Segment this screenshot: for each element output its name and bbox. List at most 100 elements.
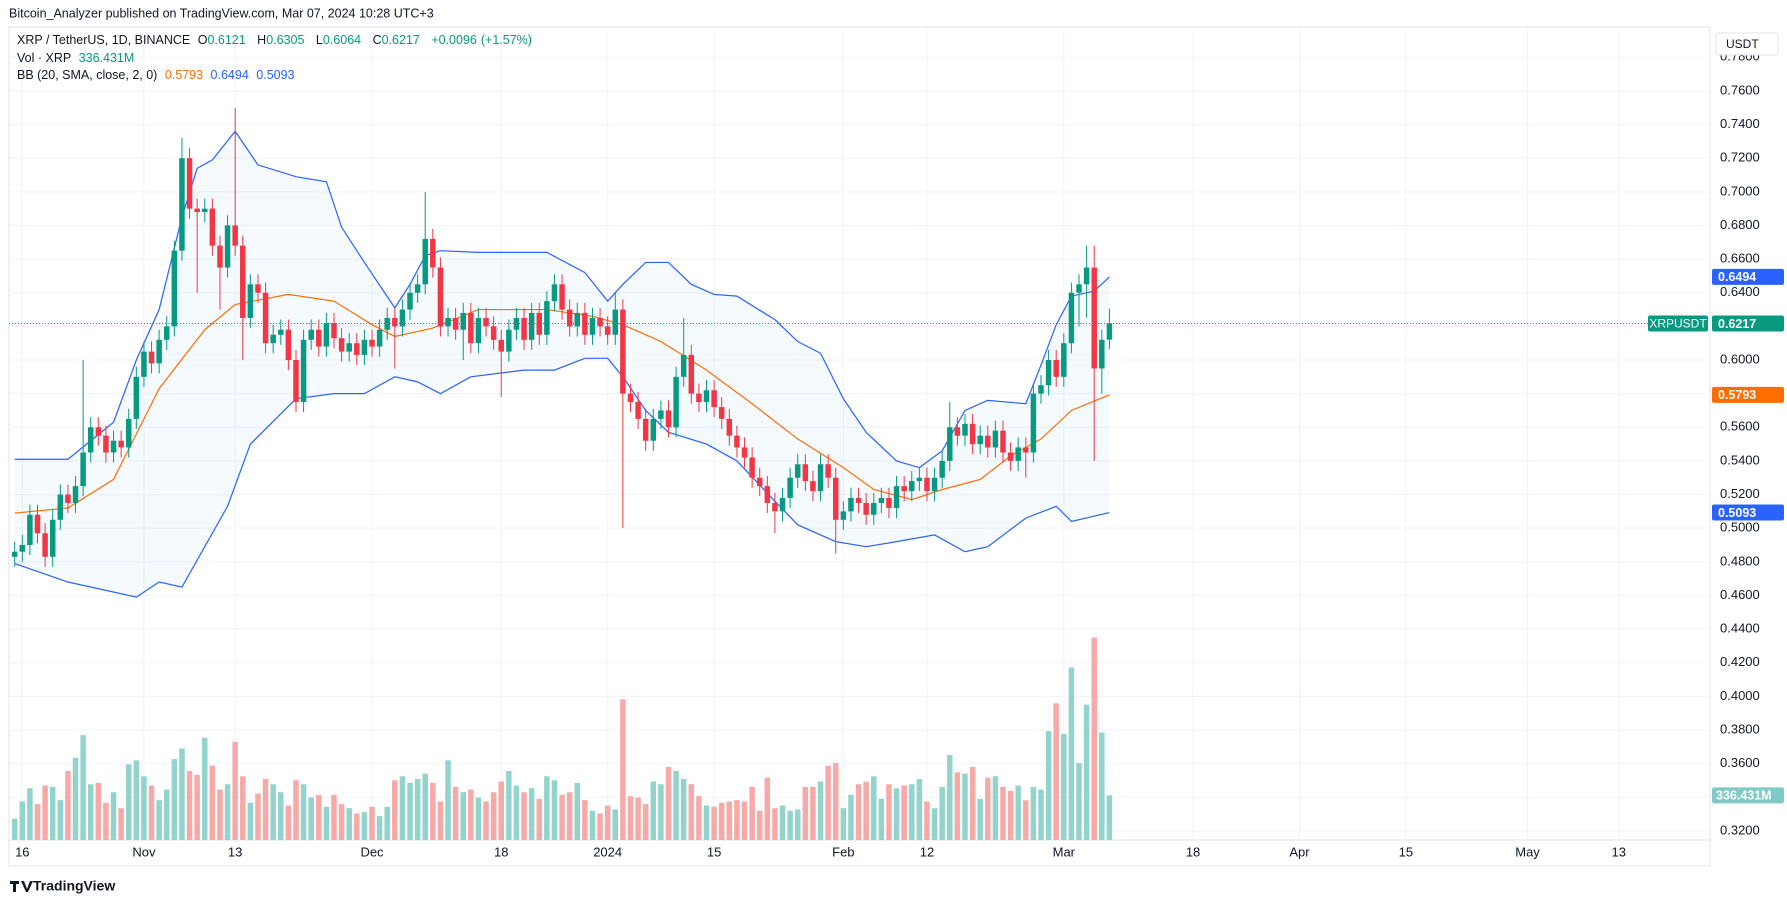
volume-bar: [1053, 703, 1059, 840]
candle-body: [171, 250, 178, 327]
candle-body: [49, 519, 56, 557]
candle-body: [323, 323, 330, 347]
candle-body: [202, 208, 208, 213]
candle-body: [794, 464, 801, 478]
y-tick-label: 0.4600: [1720, 587, 1760, 602]
volume-bar: [57, 800, 64, 840]
volume-bar: [262, 778, 269, 840]
bb-basis-tag-bg: [1712, 386, 1784, 403]
volume-bar: [255, 793, 261, 840]
x-tick-label: 15: [707, 844, 721, 859]
volume-bar: [338, 804, 345, 840]
candle-body: [772, 502, 778, 512]
volume-bar: [962, 773, 968, 840]
x-tick-label: 15: [1399, 844, 1413, 859]
candle-body: [521, 317, 527, 340]
volume-value: 336.431M: [78, 51, 135, 65]
volume-bar: [703, 805, 710, 840]
candle-body: [133, 376, 140, 419]
volume-bar: [513, 785, 520, 840]
candle-body: [194, 208, 200, 213]
candle-body: [612, 309, 619, 335]
y-tick-label: 0.5600: [1720, 419, 1760, 434]
volume-tag: 336.431M: [1716, 789, 1772, 803]
volume-bar: [407, 782, 413, 840]
last-price-tag: 0.6217: [1718, 317, 1756, 331]
volume-bar: [893, 788, 900, 840]
currency-box: [1715, 32, 1779, 56]
volume-bar: [1076, 763, 1082, 840]
volume-bar: [87, 784, 94, 840]
value: 0.6217: [381, 33, 420, 47]
volume-bar: [901, 785, 907, 840]
volume-bar: [1030, 786, 1037, 840]
candle-body: [680, 354, 687, 377]
prefix: H: [257, 33, 267, 47]
y-tick-label: 0.3600: [1720, 755, 1760, 770]
volume-bar: [863, 781, 869, 840]
candle-body: [840, 511, 847, 520]
volume-bar: [103, 802, 109, 840]
volume-bar: [749, 786, 755, 840]
candle-body: [924, 477, 930, 492]
candle-body: [156, 339, 162, 364]
candle-body: [148, 351, 155, 364]
candle-body: [72, 486, 79, 503]
volume-bar: [194, 774, 200, 840]
x-tick-label: Nov: [132, 844, 156, 859]
candle-body: [399, 309, 406, 327]
candle-body: [338, 338, 345, 352]
volume-bar: [521, 792, 527, 840]
candle-body: [802, 464, 809, 482]
volume-bar: [1068, 667, 1075, 840]
volume-bar: [734, 800, 740, 840]
volume-bar: [49, 786, 56, 840]
volume-bar: [612, 809, 619, 840]
volume-bar: [346, 808, 352, 840]
candle-body: [255, 284, 261, 293]
ohlc-open: O0.6121: [198, 33, 250, 47]
candle-body: [992, 430, 999, 448]
candle-body: [331, 323, 337, 339]
volume-bar: [794, 809, 801, 840]
ohlc-high: H0.6305: [257, 33, 308, 47]
ticker-tag: XRPUSDT: [1649, 317, 1707, 331]
candle-body: [57, 494, 64, 520]
candle-body: [536, 312, 542, 335]
symbol: XRP / TetherUS, 1D, BINANCE: [17, 33, 191, 47]
candle-body: [863, 502, 869, 515]
bb-basis-tag: 0.5793: [1718, 388, 1756, 402]
y-tick-label: 0.4000: [1720, 688, 1760, 703]
volume-tag-bg: [1712, 787, 1784, 804]
candle-body: [931, 477, 938, 492]
candle-body: [369, 339, 375, 347]
change: +0.0096: [431, 33, 477, 47]
volume-bar: [293, 780, 299, 840]
bb-upper-tag: 0.6494: [1718, 270, 1756, 284]
candle-body: [468, 312, 474, 344]
y-tick-label: 0.5000: [1720, 520, 1760, 535]
candle-body: [164, 326, 170, 340]
bb-basis: 0.5793: [164, 68, 204, 82]
volume-bar: [658, 784, 664, 840]
candle-body: [703, 390, 710, 403]
volume-bar: [384, 806, 390, 840]
y-tick-label: 0.6800: [1720, 217, 1760, 232]
candle-body: [65, 494, 71, 503]
candle-body: [232, 225, 238, 246]
y-tick-label: 0.7600: [1720, 82, 1760, 97]
candle-body: [878, 497, 885, 503]
volume-bar: [316, 794, 322, 840]
y-tick-label: 0.3800: [1720, 721, 1760, 736]
volume-bar: [665, 766, 672, 840]
candle-body: [977, 435, 983, 445]
candle-body: [962, 423, 968, 436]
volume-bar: [300, 784, 307, 840]
volume-bar: [871, 776, 877, 840]
candle-body: [498, 339, 504, 352]
ticker-tag-bg: [1648, 315, 1708, 332]
candle-body: [11, 551, 18, 557]
candle-body: [460, 312, 466, 330]
volume-bar: [437, 801, 444, 840]
volume-bar: [110, 792, 117, 840]
